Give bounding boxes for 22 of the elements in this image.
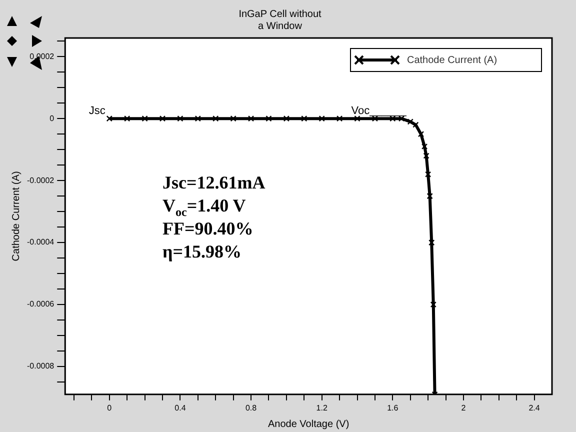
- y-axis-title: Cathode Current (A): [10, 171, 22, 262]
- annotation: Jsc=12.61mA: [162, 172, 266, 193]
- x-tick-label: 2: [461, 403, 466, 412]
- annotation: η=15.98%: [162, 242, 242, 262]
- legend-label: Cathode Current (A): [407, 54, 498, 66]
- x-axis-title: Anode Voltage (V): [268, 418, 350, 430]
- x-tick-label: 1.2: [316, 403, 328, 412]
- x-tick-label: 2.4: [528, 403, 540, 412]
- x-tick-label: 1.6: [387, 403, 399, 412]
- x-tick-label: 0.4: [174, 403, 186, 412]
- chart-title: InGaP Cell without a Window: [238, 8, 322, 32]
- y-tick-label: -0.0006: [26, 300, 55, 309]
- annotation: FF=90.40%: [162, 218, 254, 239]
- annotation: Jsc: [88, 105, 106, 118]
- y-tick-label: 0.0002: [30, 52, 55, 61]
- annotation: Voc______: [351, 105, 408, 118]
- y-tick-label: 0: [50, 114, 55, 123]
- x-tick-label: 0: [107, 403, 112, 412]
- y-tick-label: -0.0008: [26, 362, 55, 371]
- y-tick-label: -0.0002: [26, 176, 55, 185]
- x-tick-label: 0.8: [245, 403, 258, 412]
- y-tick-label: -0.0004: [26, 238, 55, 247]
